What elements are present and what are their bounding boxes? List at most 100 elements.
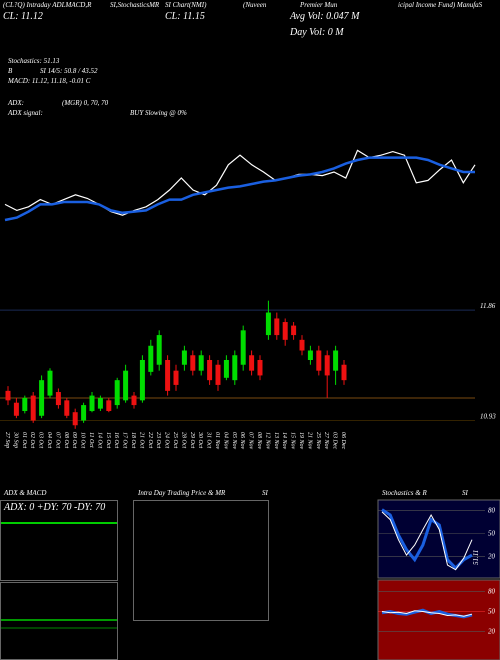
candle-body: [114, 380, 120, 406]
candle-body: [97, 397, 103, 409]
candle-body: [47, 370, 53, 396]
x-tick-label: 06 Nov: [239, 432, 245, 450]
candle-body: [265, 312, 271, 336]
x-tick-label: 08 Nov: [256, 432, 262, 450]
y-tick-label: 50: [488, 608, 496, 616]
adx-signal-value: BUY Slowing @ 0%: [130, 109, 187, 117]
x-tick-label: 19 Nov: [298, 432, 304, 450]
series-line: [4, 156, 475, 222]
rsi-panel: [377, 579, 500, 660]
x-tick-label: 27 Sep: [4, 432, 10, 448]
x-tick-label: 23 Oct: [155, 432, 161, 448]
stoch-panel: [377, 499, 500, 579]
x-tick-label: 08 Oct: [63, 432, 69, 448]
x-tick-label: 22 Oct: [147, 432, 153, 448]
macd: MACD: 11.12, 11.18, -0.01 C: [7, 77, 91, 85]
stochastics-si: SI 14/5: 50.8 / 43.52: [40, 67, 98, 75]
candle-body: [341, 364, 347, 381]
stoch-value: 51.11: [472, 550, 480, 565]
series-line: [381, 610, 473, 617]
candle-body: [274, 318, 280, 336]
x-tick-label: 01 Oct: [21, 432, 27, 448]
header-text: Premier Mun: [299, 1, 338, 9]
x-tick-label: 25 Nov: [315, 432, 321, 450]
panel-title: SI: [262, 489, 269, 497]
x-tick-label: 03 Oct: [38, 432, 44, 448]
stochastics-b: B: [8, 67, 13, 75]
candle-body: [106, 400, 112, 412]
candle-body: [72, 412, 78, 426]
candle-body: [190, 355, 196, 371]
x-tick-label: 15 Nov: [290, 432, 296, 450]
y-tick-label: 50: [488, 530, 496, 538]
x-tick-label: 10 Oct: [80, 432, 86, 448]
x-tick-label: 12 Nov: [264, 432, 270, 450]
close-label: CL: 11.15: [165, 11, 205, 22]
candle-body: [240, 330, 246, 365]
header-text: SI Chart(NMI): [165, 1, 207, 9]
x-tick-label: 09 Oct: [71, 432, 77, 448]
candle-body: [89, 395, 95, 412]
x-tick-label: 25 Oct: [172, 432, 178, 448]
candle-body: [64, 400, 70, 416]
x-tick-label: 04 Nov: [222, 432, 229, 450]
candle-body: [257, 360, 263, 376]
candle-body: [316, 350, 322, 371]
candle-body: [173, 370, 179, 385]
candle-body: [207, 360, 213, 381]
candle-body: [13, 402, 19, 416]
stochastics: Stochastics: 51.13: [8, 57, 60, 65]
header-text: icipal Income Fund) ManufaS: [398, 1, 483, 9]
candle-body: [30, 395, 36, 421]
candle-body: [333, 350, 339, 371]
panel-title: ADX & MACD: [3, 489, 46, 497]
candle-body: [232, 355, 238, 381]
x-tick-label: 07 Nov: [248, 432, 254, 450]
candle-body: [181, 350, 187, 365]
x-tick-label: 11 Oct: [88, 432, 94, 448]
candle-body: [156, 335, 162, 365]
candle-body: [148, 345, 154, 372]
x-tick-label: 30 Oct: [197, 431, 203, 448]
x-tick-label: 07 Oct: [54, 432, 60, 448]
candle-body: [131, 395, 137, 406]
intraday-panel: [133, 500, 269, 621]
candle-body: [291, 325, 297, 336]
panel-title: Intra Day Trading Price & MR: [137, 489, 226, 497]
x-tick-label: 05 Nov: [231, 432, 237, 450]
y-tick-label: 20: [488, 628, 496, 636]
candle-body: [324, 355, 330, 376]
adx-signal: ADX signal:: [7, 109, 43, 117]
series-line: [381, 511, 473, 571]
candle-body: [165, 360, 171, 391]
x-tick-label: 28 Oct: [180, 432, 186, 448]
x-tick-label: 18 Oct: [130, 432, 136, 448]
series-line: [4, 149, 476, 216]
adx-values: (MGR) 0, 70, 70: [62, 99, 109, 107]
candle-body: [55, 392, 61, 406]
candle-body: [249, 355, 255, 371]
candle-body: [139, 360, 145, 401]
adx-text: ADX: 0 +DY: 70 -DY: 70: [3, 502, 105, 513]
y-tick-label: 20: [488, 553, 496, 561]
candle-body: [22, 397, 28, 412]
candle-body: [5, 390, 11, 401]
x-tick-label: 14 Nov: [281, 432, 288, 450]
x-tick-label: 03 Dec: [332, 432, 338, 449]
header-text: (Nuveen: [243, 1, 267, 9]
x-tick-label: 15 Oct: [105, 432, 111, 448]
candle-body: [81, 405, 87, 421]
y-tick-label: 11.86: [480, 302, 496, 310]
candle-body: [123, 370, 129, 401]
candle-body: [307, 350, 313, 360]
x-tick-label: 16 Oct: [113, 432, 119, 448]
y-tick-label: 10.93: [480, 413, 496, 421]
header-text: (CL?Q) Intraday ADLMACD,R: [3, 1, 92, 9]
x-tick-label: 29 Oct: [189, 432, 195, 448]
x-tick-label: 31 Oct: [206, 431, 212, 448]
candle-body: [39, 380, 45, 416]
candle-body: [282, 322, 288, 340]
x-tick-label: 17 Oct: [122, 432, 128, 448]
panel-title: SI: [462, 489, 469, 497]
